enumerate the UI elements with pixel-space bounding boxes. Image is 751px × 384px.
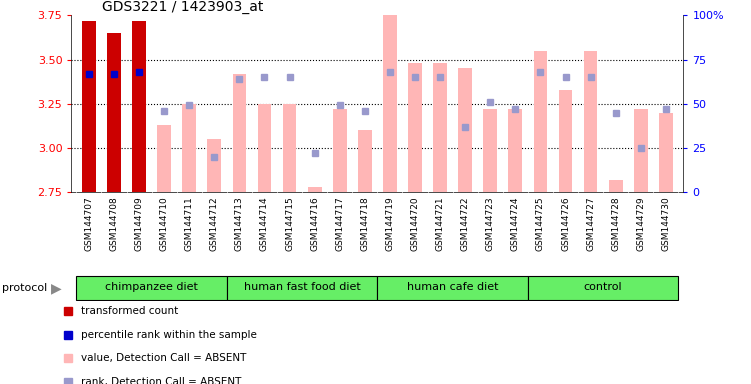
FancyBboxPatch shape xyxy=(227,276,378,300)
Text: GSM144714: GSM144714 xyxy=(260,196,269,251)
Bar xyxy=(609,180,623,192)
Text: human fast food diet: human fast food diet xyxy=(244,283,360,293)
Text: GSM144710: GSM144710 xyxy=(160,196,169,251)
Text: GSM144709: GSM144709 xyxy=(134,196,143,251)
Text: transformed count: transformed count xyxy=(80,306,178,316)
Text: GSM144719: GSM144719 xyxy=(385,196,394,251)
Bar xyxy=(634,109,647,192)
Text: GSM144730: GSM144730 xyxy=(662,196,671,251)
Text: ▶: ▶ xyxy=(51,281,62,295)
Bar xyxy=(107,33,121,192)
Text: GSM144707: GSM144707 xyxy=(84,196,93,251)
Bar xyxy=(308,187,321,192)
Text: GSM144712: GSM144712 xyxy=(210,196,219,251)
Bar xyxy=(157,125,171,192)
Text: GSM144715: GSM144715 xyxy=(285,196,294,251)
Text: rank, Detection Call = ABSENT: rank, Detection Call = ABSENT xyxy=(80,377,241,384)
Text: chimpanzee diet: chimpanzee diet xyxy=(105,283,198,293)
Bar xyxy=(458,68,472,192)
Bar xyxy=(82,21,96,192)
Bar xyxy=(282,104,297,192)
Text: human cafe diet: human cafe diet xyxy=(407,283,499,293)
Bar xyxy=(258,104,271,192)
Text: GSM144726: GSM144726 xyxy=(561,196,570,251)
Bar xyxy=(408,63,422,192)
Text: GSM144708: GSM144708 xyxy=(110,196,119,251)
Text: GSM144723: GSM144723 xyxy=(486,196,495,251)
Text: GSM144717: GSM144717 xyxy=(335,196,344,251)
Text: GSM144725: GSM144725 xyxy=(536,196,545,251)
Text: GDS3221 / 1423903_at: GDS3221 / 1423903_at xyxy=(102,0,264,14)
Bar xyxy=(207,139,222,192)
Text: GSM144711: GSM144711 xyxy=(185,196,194,251)
Text: value, Detection Call = ABSENT: value, Detection Call = ABSENT xyxy=(80,353,246,363)
Bar xyxy=(659,113,673,192)
Text: GSM144716: GSM144716 xyxy=(310,196,319,251)
Bar xyxy=(584,51,598,192)
Text: GSM144720: GSM144720 xyxy=(411,196,420,251)
Text: GSM144724: GSM144724 xyxy=(511,196,520,251)
Bar xyxy=(132,21,146,192)
Bar xyxy=(383,0,397,192)
Text: GSM144728: GSM144728 xyxy=(611,196,620,251)
Bar xyxy=(484,109,497,192)
Bar xyxy=(182,104,196,192)
Text: GSM144713: GSM144713 xyxy=(235,196,244,251)
FancyBboxPatch shape xyxy=(528,276,678,300)
Bar xyxy=(533,51,547,192)
Bar xyxy=(358,130,372,192)
Text: control: control xyxy=(584,283,623,293)
Text: GSM144722: GSM144722 xyxy=(460,196,469,251)
Bar xyxy=(508,109,522,192)
Text: GSM144729: GSM144729 xyxy=(636,196,645,251)
FancyBboxPatch shape xyxy=(378,276,528,300)
Text: protocol: protocol xyxy=(2,283,47,293)
Text: percentile rank within the sample: percentile rank within the sample xyxy=(80,330,257,340)
Text: GSM144727: GSM144727 xyxy=(586,196,595,251)
Bar xyxy=(233,74,246,192)
Text: GSM144718: GSM144718 xyxy=(360,196,369,251)
FancyBboxPatch shape xyxy=(77,276,227,300)
Bar xyxy=(559,89,572,192)
Bar xyxy=(333,109,347,192)
Text: GSM144721: GSM144721 xyxy=(436,196,445,251)
Bar xyxy=(433,63,447,192)
